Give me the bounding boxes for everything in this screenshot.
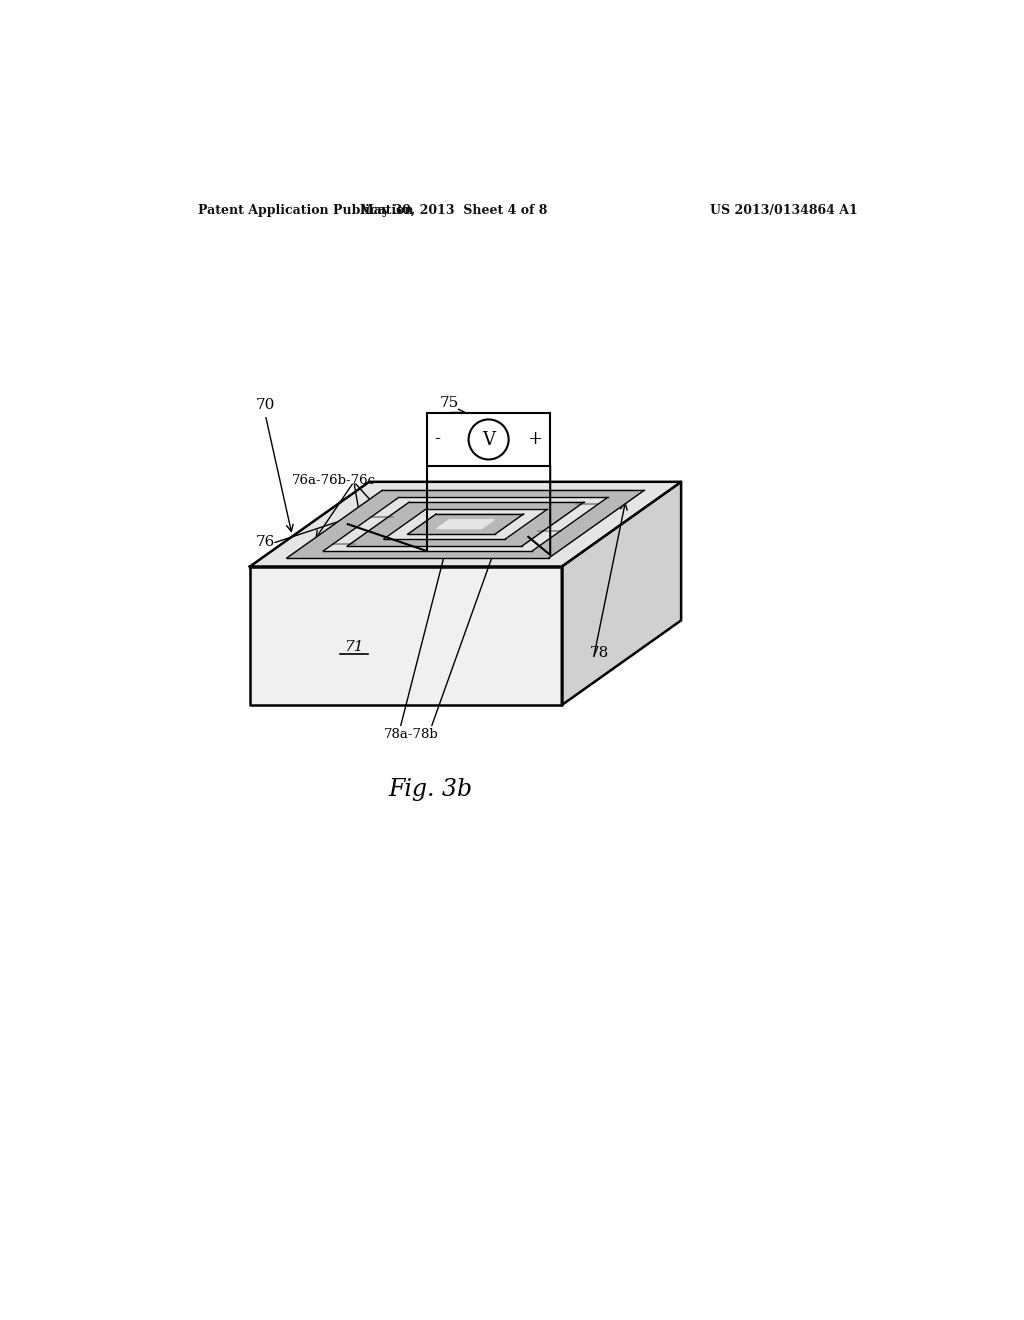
Polygon shape — [250, 482, 681, 566]
Text: 76a-76b-76c: 76a-76b-76c — [292, 474, 376, 487]
Polygon shape — [287, 490, 644, 558]
Text: 78: 78 — [590, 645, 608, 660]
Text: 71: 71 — [344, 640, 364, 655]
Polygon shape — [408, 513, 523, 535]
Polygon shape — [324, 498, 607, 550]
Text: 70: 70 — [255, 397, 274, 412]
Polygon shape — [347, 502, 584, 546]
Text: 75: 75 — [440, 396, 460, 411]
Text: May 30, 2013  Sheet 4 of 8: May 30, 2013 Sheet 4 of 8 — [360, 205, 548, 218]
Circle shape — [469, 420, 509, 459]
Text: US 2013/0134864 A1: US 2013/0134864 A1 — [711, 205, 858, 218]
Text: 76: 76 — [255, 535, 274, 549]
Polygon shape — [437, 520, 495, 528]
Bar — [427, 412, 550, 466]
Polygon shape — [250, 566, 562, 705]
Polygon shape — [562, 482, 681, 705]
Text: V: V — [482, 432, 496, 449]
Text: -: - — [435, 430, 440, 449]
Text: Fig. 3b: Fig. 3b — [389, 779, 473, 801]
Text: Patent Application Publication: Patent Application Publication — [199, 205, 414, 218]
Text: +: + — [527, 430, 543, 449]
Text: 78a-78b: 78a-78b — [384, 727, 439, 741]
Polygon shape — [384, 510, 547, 539]
